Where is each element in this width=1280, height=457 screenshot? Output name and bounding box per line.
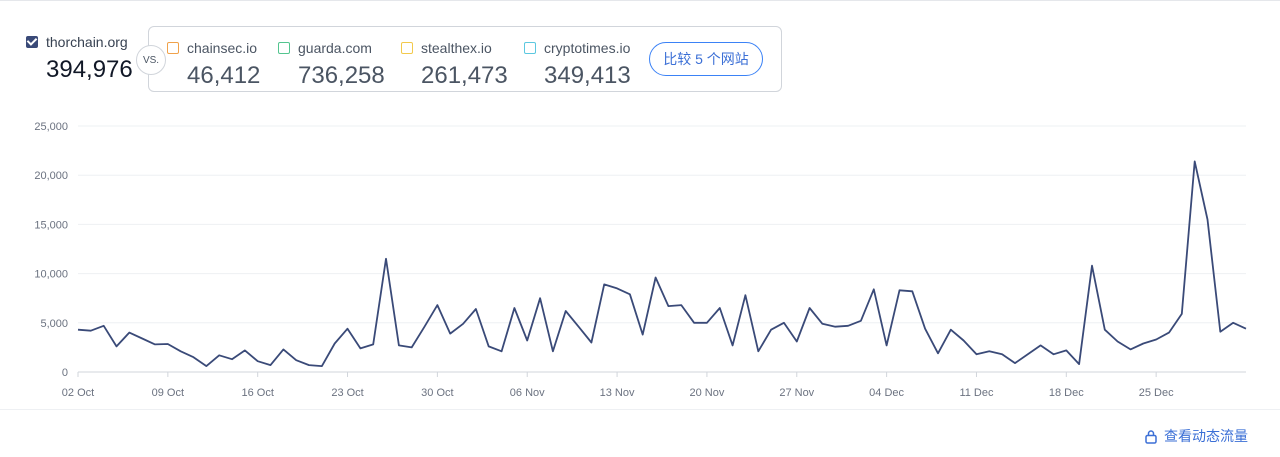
checkbox-icon[interactable] (167, 42, 179, 54)
x-tick-label: 23 Oct (331, 387, 363, 399)
competitor-name: chainsec.io (187, 40, 258, 56)
checkbox-icon[interactable] (524, 42, 536, 54)
lock-icon (1145, 429, 1157, 444)
x-tick-label: 04 Dec (869, 387, 904, 399)
competitor-value: 261,473 (421, 62, 508, 89)
x-tick-label: 30 Oct (421, 387, 453, 399)
competitor-name: stealthex.io (421, 40, 492, 56)
y-tick-label: 15,000 (34, 219, 68, 231)
checkbox-icon[interactable] (401, 42, 413, 54)
x-tick-label: 09 Oct (152, 387, 184, 399)
view-dynamic-traffic-link[interactable]: 查看动态流量 (1144, 426, 1248, 446)
competitor-header[interactable]: stealthex.io (401, 40, 508, 56)
x-tick-label: 13 Nov (600, 387, 635, 399)
primary-site-header[interactable]: thorchain.org (26, 34, 133, 50)
x-tick-label: 16 Oct (241, 387, 273, 399)
competitor-cryptotimes: cryptotimes.io 349,413 (524, 40, 631, 90)
competitor-name: cryptotimes.io (544, 40, 631, 56)
y-tick-label: 5,000 (40, 318, 68, 330)
competitor-header[interactable]: chainsec.io (167, 40, 260, 56)
x-tick-label: 06 Nov (510, 387, 545, 399)
compare-sites-button[interactable]: 比较 5 个网站 (649, 42, 763, 76)
traffic-line-chart: 0 5,000 10,000 15,000 20,000 25,000 02 Oct 09 O… (34, 121, 1247, 399)
competitor-name: guarda.com (298, 40, 372, 56)
series-line-thorchain (77, 160, 1247, 368)
primary-site: thorchain.org 394,976 (26, 34, 133, 84)
traffic-link-label: 查看动态流量 (1164, 428, 1248, 444)
checkbox-icon[interactable] (278, 42, 290, 54)
primary-site-name: thorchain.org (46, 34, 128, 50)
competitor-stealthex: stealthex.io 261,473 (401, 40, 508, 90)
vs-badge: VS. (136, 45, 166, 75)
y-tick-label: 10,000 (34, 269, 68, 281)
x-tick-label: 25 Dec (1139, 387, 1174, 399)
competitor-guarda: guarda.com 736,258 (278, 40, 385, 90)
competitor-header[interactable]: guarda.com (278, 40, 385, 56)
y-tick-label: 25,000 (34, 121, 68, 133)
competitor-value: 46,412 (187, 62, 261, 89)
primary-site-value: 394,976 (46, 56, 133, 83)
competitor-header[interactable]: cryptotimes.io (524, 40, 631, 56)
y-tick-label: 20,000 (34, 170, 68, 182)
top-divider (0, 0, 1280, 1)
competitor-value: 736,258 (298, 62, 385, 89)
competitors-panel: chainsec.io 46,412 guarda.com 736,258 st… (148, 26, 782, 92)
x-tick-label: 18 Dec (1049, 387, 1084, 399)
x-tick-label: 27 Nov (779, 387, 814, 399)
x-tick-label: 11 Dec (959, 387, 994, 399)
y-tick-label: 0 (62, 367, 68, 379)
competitor-value: 349,413 (544, 62, 631, 89)
footer-divider (0, 409, 1280, 410)
competitor-chainsec: chainsec.io 46,412 (167, 40, 260, 90)
x-tick-label: 02 Oct (62, 387, 94, 399)
x-tick-label: 20 Nov (689, 387, 724, 399)
checkbox-icon[interactable] (26, 36, 38, 48)
